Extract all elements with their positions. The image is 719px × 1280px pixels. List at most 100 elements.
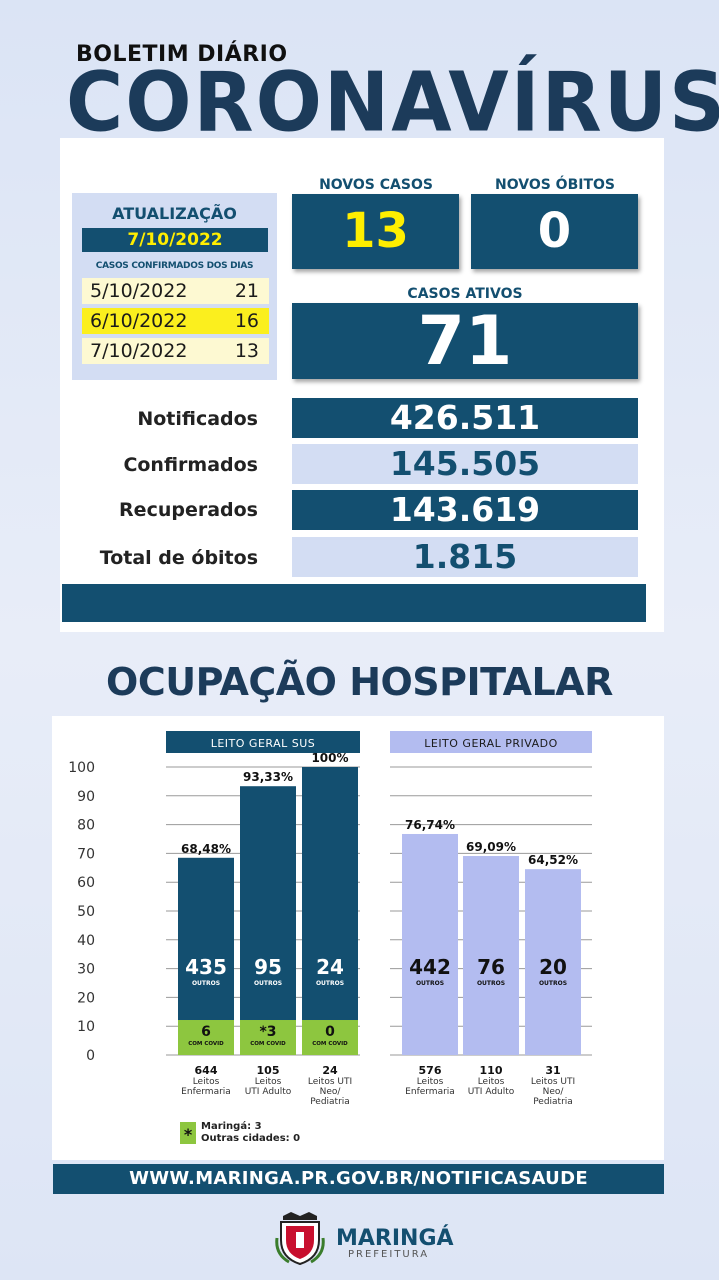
day-date: 6/10/2022 <box>90 310 188 332</box>
others-count: 76 <box>477 955 505 979</box>
bed-type-line: Leitos UTI <box>308 1077 352 1087</box>
bar-percent-label: 93,33% <box>243 770 293 784</box>
cases-by-day-label: CASOS CONFIRMADOS DOS DIAS <box>95 261 254 271</box>
bed-count: 105 <box>257 1064 280 1077</box>
covid-bar-segment <box>240 1020 296 1055</box>
covid-count: 6 <box>201 1024 211 1040</box>
others-count: 442 <box>409 955 451 979</box>
y-tick-label: 0 <box>86 1048 95 1064</box>
bed-type-line: Leitos UTI <box>531 1077 575 1087</box>
footnote-symbol: * <box>184 1125 193 1144</box>
covid-count-label: COM COVID <box>250 1041 286 1047</box>
confirmed-label: Confirmados <box>123 454 258 476</box>
logo-subtitle: PREFEITURA <box>348 1249 430 1260</box>
bar <box>463 856 519 1055</box>
recovered-value: 143.619 <box>292 490 638 530</box>
bed-type-line: Leitos <box>417 1077 444 1087</box>
new-cases-value: 13 <box>292 194 459 269</box>
bed-type-line: UTI Adulto <box>468 1087 515 1097</box>
bar <box>302 767 358 1055</box>
day-date: 5/10/2022 <box>90 280 188 302</box>
summary-band <box>62 584 646 622</box>
hospital-occupancy-title: OCUPAÇÃO HOSPITALAR <box>106 660 613 704</box>
bed-type-line: Leitos <box>193 1077 220 1087</box>
bed-count: 24 <box>322 1064 338 1077</box>
footnote-line: Maringá: 3 <box>201 1120 262 1132</box>
y-tick-label: 10 <box>77 1019 95 1035</box>
bar <box>402 833 458 1055</box>
day-value: 21 <box>234 280 259 302</box>
bar-percent-label: 76,74% <box>405 818 455 832</box>
bed-type-line: Pediatria <box>310 1097 350 1107</box>
covid-bar-segment <box>178 1020 234 1055</box>
others-count-label: OUTROS <box>477 980 505 987</box>
update-date: 7/10/2022 <box>82 228 268 252</box>
bulletin-title: BOLETIM DIÁRIO <box>76 42 288 67</box>
bar-percent-label: 68,48% <box>181 842 231 856</box>
bed-type-line: Neo/ <box>320 1087 342 1097</box>
others-count-label: OUTROS <box>192 980 220 987</box>
new-cases-label: NOVOS CASOS <box>319 177 433 193</box>
others-count-label: OUTROS <box>316 980 344 987</box>
covid-count: 0 <box>325 1024 335 1040</box>
day-row: 7/10/2022 13 <box>82 338 269 364</box>
bar-percent-label: 69,09% <box>466 840 516 854</box>
footnote-marker <box>180 1122 196 1144</box>
bar-percent-label: 100% <box>311 751 348 765</box>
new-deaths-value: 0 <box>471 194 638 269</box>
bed-type-line: Neo/ <box>543 1087 565 1097</box>
y-tick-label: 80 <box>77 818 95 834</box>
covid-bar-segment <box>302 1020 358 1055</box>
y-tick-label: 40 <box>77 933 95 949</box>
bed-type-line: Enfermaria <box>405 1087 455 1097</box>
group-header-label: LEITO GERAL SUS <box>211 737 316 750</box>
footnote-line: Outras cidades: 0 <box>201 1133 300 1144</box>
bed-type-line: Pediatria <box>533 1097 573 1107</box>
y-tick-label: 70 <box>77 846 95 862</box>
y-tick-label: 20 <box>77 990 95 1006</box>
update-label: ATUALIZAÇÃO <box>112 204 237 223</box>
active-cases-label: CASOS ATIVOS <box>407 286 523 302</box>
others-count-label: OUTROS <box>416 980 444 987</box>
bed-type-line: Leitos <box>478 1077 505 1087</box>
main-title: CORONAVÍRUS <box>66 55 719 151</box>
total-deaths-value: 1.815 <box>292 537 638 577</box>
bar <box>525 869 581 1055</box>
day-value: 16 <box>234 310 259 332</box>
y-tick-label: 30 <box>77 962 95 978</box>
bed-type-line: UTI Adulto <box>245 1087 292 1097</box>
group-header-label: LEITO GERAL PRIVADO <box>424 737 558 750</box>
others-count: 95 <box>254 955 282 979</box>
notification-url[interactable]: WWW.MARINGA.PR.GOV.BR/NOTIFICASAUDE <box>53 1164 664 1194</box>
day-date: 7/10/2022 <box>90 340 188 362</box>
bed-count: 31 <box>545 1064 560 1077</box>
others-count: 20 <box>539 955 567 979</box>
bed-count: 576 <box>419 1064 442 1077</box>
city-crest-icon <box>275 1212 325 1266</box>
y-tick-label: 60 <box>77 875 95 891</box>
others-count-label: OUTROS <box>539 980 567 987</box>
bed-type-line: Enfermaria <box>181 1087 231 1097</box>
group-header <box>390 731 592 753</box>
y-tick-label: 50 <box>77 904 95 920</box>
confirmed-value: 145.505 <box>292 444 638 484</box>
bar <box>240 786 296 1055</box>
notified-value: 426.511 <box>292 398 638 438</box>
others-count: 435 <box>185 955 227 979</box>
y-tick-label: 100 <box>68 760 95 776</box>
bar-percent-label: 64,52% <box>528 853 578 867</box>
covid-count-label: COM COVID <box>188 1041 224 1047</box>
recovered-label: Recuperados <box>119 499 258 521</box>
day-row: 6/10/2022 16 <box>82 308 269 334</box>
day-value: 13 <box>234 340 259 362</box>
group-header <box>166 731 360 753</box>
bed-type-line: Leitos <box>255 1077 282 1087</box>
logo-name: MARINGÁ <box>336 1226 454 1251</box>
active-cases-value: 71 <box>292 303 638 381</box>
total-deaths-label: Total de óbitos <box>99 547 258 569</box>
day-row: 5/10/2022 21 <box>82 278 269 304</box>
covid-count: *3 <box>259 1024 276 1040</box>
others-count-label: OUTROS <box>254 980 282 987</box>
bed-count: 110 <box>480 1064 503 1077</box>
